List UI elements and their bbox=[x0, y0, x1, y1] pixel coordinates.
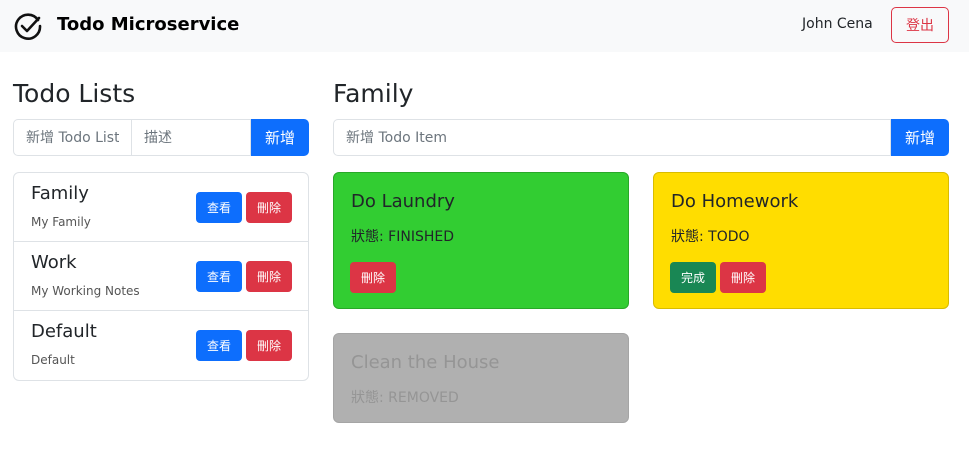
todo-lists: Family My Family 查看 刪除 Work My Working N… bbox=[13, 172, 309, 381]
new-list-form: 新增 bbox=[13, 119, 309, 156]
user-name: John Cena bbox=[802, 16, 873, 32]
delete-button[interactable]: 刪除 bbox=[350, 262, 396, 293]
delete-button[interactable]: 刪除 bbox=[246, 192, 292, 223]
list-subtitle: Default bbox=[31, 353, 75, 367]
items-title: Family bbox=[333, 79, 414, 108]
delete-button[interactable]: 刪除 bbox=[246, 330, 292, 361]
add-item-button[interactable]: 新增 bbox=[891, 119, 949, 156]
item-title: Clean the House bbox=[351, 352, 500, 373]
brand-title[interactable]: Todo Microservice bbox=[57, 14, 240, 35]
navbar: Todo Microservice John Cena 登出 bbox=[0, 0, 969, 52]
logout-button[interactable]: 登出 bbox=[891, 7, 949, 43]
list-item: Family My Family 查看 刪除 bbox=[14, 173, 308, 242]
check-circle-icon bbox=[14, 13, 42, 40]
add-list-button[interactable]: 新增 bbox=[251, 119, 309, 156]
item-card: Do Homework 狀態: TODO 完成 刪除 bbox=[653, 172, 949, 309]
list-item: Work My Working Notes 查看 刪除 bbox=[14, 242, 308, 311]
lists-title: Todo Lists bbox=[13, 79, 136, 108]
item-card: Do Laundry 狀態: FINISHED 刪除 bbox=[333, 172, 629, 309]
view-button[interactable]: 查看 bbox=[196, 330, 242, 361]
list-item: Default Default 查看 刪除 bbox=[14, 311, 308, 380]
list-desc-input[interactable] bbox=[132, 119, 251, 156]
new-item-form: 新增 bbox=[333, 119, 949, 156]
delete-button[interactable]: 刪除 bbox=[720, 262, 766, 293]
list-name-input[interactable] bbox=[13, 119, 132, 156]
complete-button[interactable]: 完成 bbox=[670, 262, 716, 293]
item-title: Do Homework bbox=[671, 191, 799, 212]
item-title: Do Laundry bbox=[351, 191, 455, 212]
list-title: Family bbox=[31, 183, 89, 204]
list-title: Default bbox=[31, 321, 97, 342]
item-status: 狀態: FINISHED bbox=[351, 229, 454, 245]
list-subtitle: My Family bbox=[31, 215, 91, 229]
item-status: 狀態: REMOVED bbox=[351, 390, 459, 406]
delete-button[interactable]: 刪除 bbox=[246, 261, 292, 292]
list-title: Work bbox=[31, 252, 77, 273]
view-button[interactable]: 查看 bbox=[196, 261, 242, 292]
list-subtitle: My Working Notes bbox=[31, 284, 140, 298]
item-status: 狀態: TODO bbox=[671, 229, 750, 245]
item-name-input[interactable] bbox=[333, 119, 891, 156]
view-button[interactable]: 查看 bbox=[196, 192, 242, 223]
item-card: Clean the House 狀態: REMOVED bbox=[333, 333, 629, 423]
